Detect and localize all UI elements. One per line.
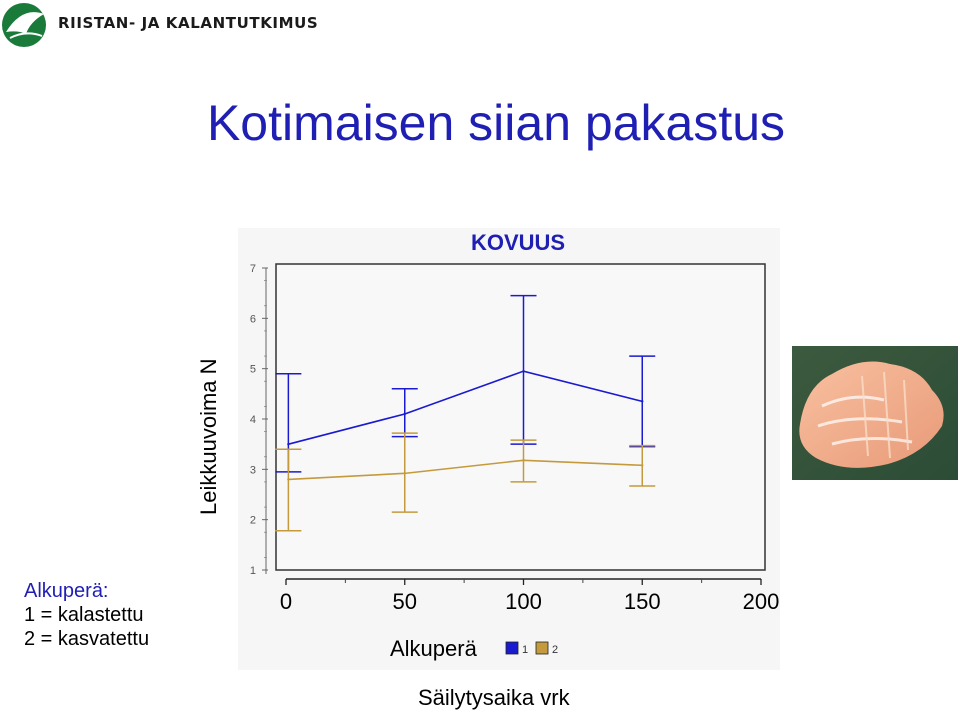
y-axis-title: Leikkuuvoima N <box>196 358 221 515</box>
series-1-line <box>288 370 643 445</box>
series-1-point <box>522 369 525 373</box>
kovuus-chart: KOVUUS 1 2 3 4 5 6 7 0 50 100 150 200 Alkuperä 1 2 <box>238 228 780 670</box>
x-tick-label: 100 <box>505 589 542 614</box>
legend-swatch-2 <box>535 641 549 655</box>
series-1-point <box>403 412 406 416</box>
y-tick-label: 4 <box>250 414 256 426</box>
series-2-line <box>288 459 643 481</box>
x-tick-label: 0 <box>280 589 292 614</box>
origin-legend-header: Alkuperä: <box>24 580 109 602</box>
origin-legend-line-2: 2 = kasvatettu <box>24 628 150 650</box>
plot-frame <box>275 263 766 571</box>
x-tick-label: 50 <box>393 589 417 614</box>
fish-fillet-photo <box>792 346 958 480</box>
legend-label-2: 2 <box>552 644 558 656</box>
origin-legend-line-1: 1 = kalastettu <box>24 604 144 626</box>
slide-title: Kotimaisen siian pakastus <box>206 95 786 151</box>
fish-logo-icon <box>2 3 46 47</box>
y-tick-label: 6 <box>250 313 256 325</box>
y-tick-label: 7 <box>250 263 256 275</box>
y-tick-label: 2 <box>250 515 256 527</box>
x-tick-label: 200 <box>743 589 780 614</box>
y-tick-label: 3 <box>250 464 256 476</box>
organization-name: RIISTAN- JA KALANTUTKIMUS <box>58 14 319 32</box>
x-axis-title: Säilytysaika vrk <box>418 685 570 710</box>
series-1-point <box>287 442 290 446</box>
legend-label-1: 1 <box>522 644 528 656</box>
series-2-point <box>522 459 525 462</box>
y-tick-label: 1 <box>250 565 256 577</box>
series-2-point <box>287 478 290 481</box>
series-1-point <box>641 400 644 403</box>
legend-swatch-1 <box>505 641 519 655</box>
legend-title: Alkuperä <box>390 636 478 661</box>
series-2-point <box>403 472 406 475</box>
series-2-point <box>641 464 644 467</box>
chart-title: KOVUUS <box>471 230 565 255</box>
y-tick-label: 5 <box>250 364 256 376</box>
origin-legend-note: Alkuperä: 1 = kalastettu 2 = kasvatettu <box>24 579 149 651</box>
x-tick-label: 150 <box>624 589 661 614</box>
